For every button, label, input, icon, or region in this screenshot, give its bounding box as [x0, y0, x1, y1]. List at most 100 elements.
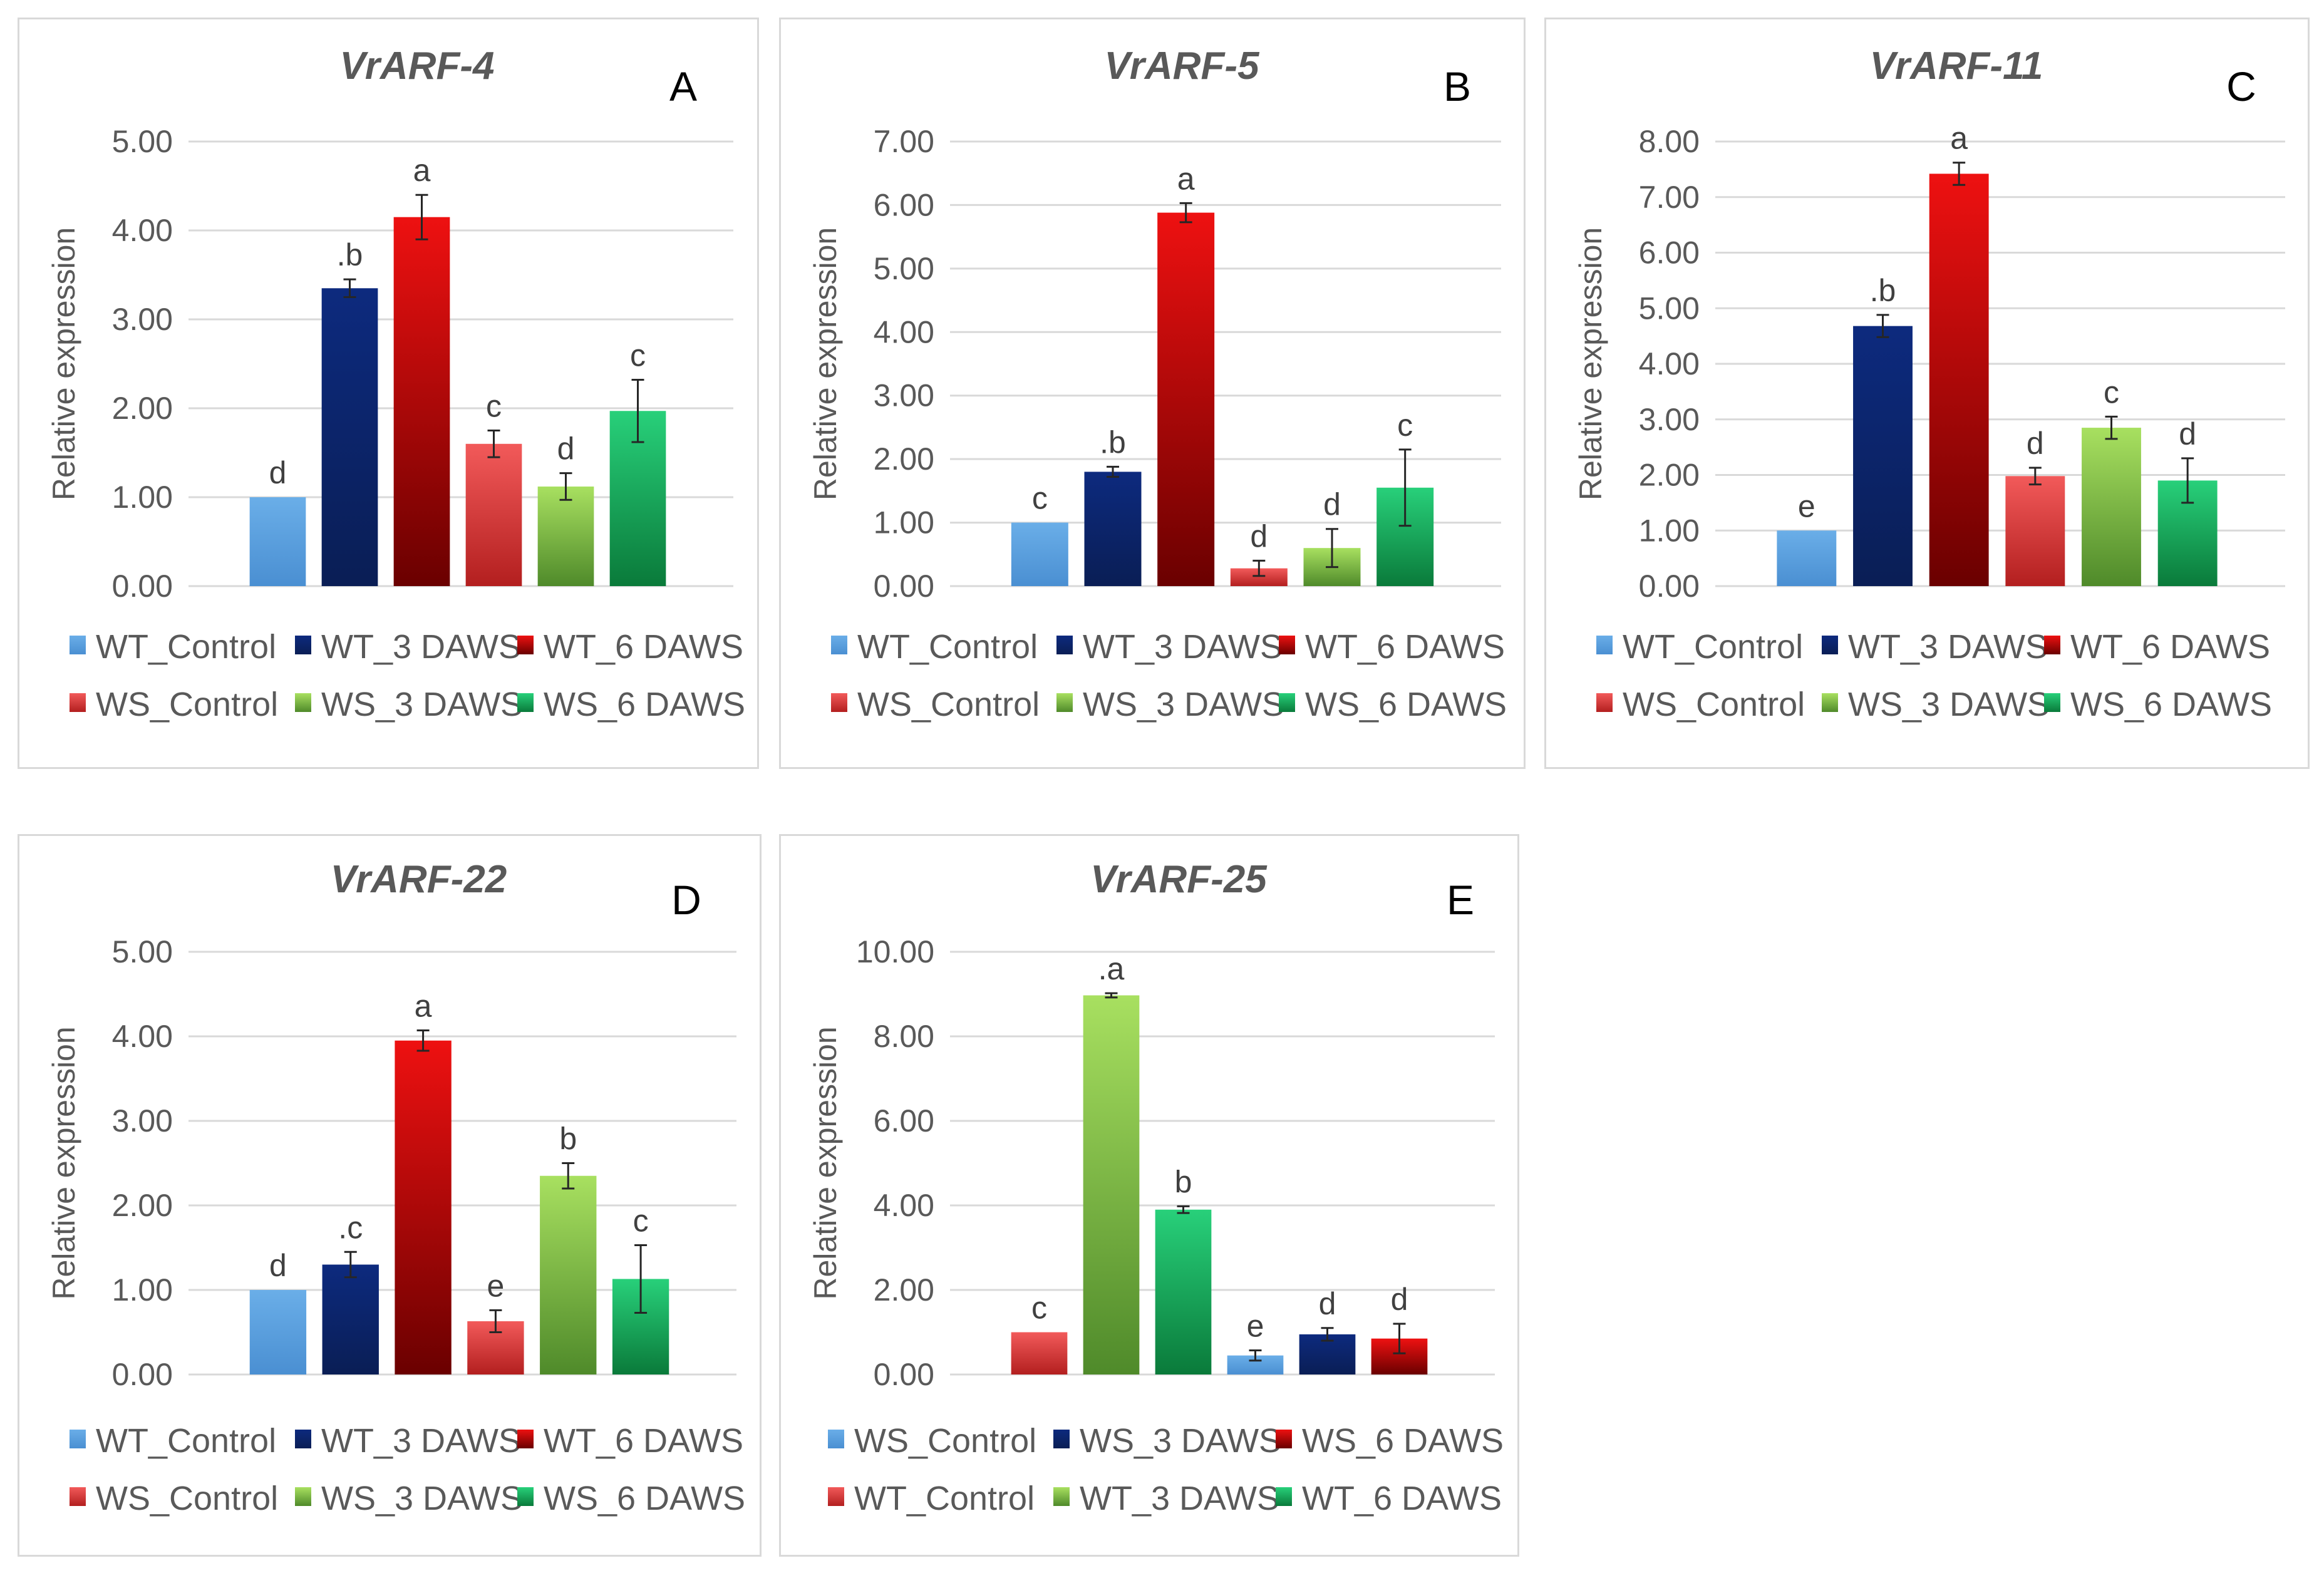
y-tick-label: 7.00	[1639, 180, 1700, 215]
y-tick-label: 6.00	[874, 1103, 934, 1138]
y-tick-label: 0.00	[112, 569, 173, 604]
legend-label: WT_3 DAWS	[321, 628, 521, 666]
significance-label: c	[1031, 1291, 1047, 1326]
y-tick-label: 0.00	[874, 1357, 934, 1392]
y-tick-label: 3.00	[874, 378, 934, 413]
significance-label: d	[2179, 416, 2196, 451]
legend-swatch	[1053, 1487, 1070, 1506]
significance-label: e	[1798, 488, 1815, 523]
legend-label: WS_6 DAWS	[544, 1480, 745, 1517]
significance-label: .b	[1870, 273, 1896, 308]
significance-label: d	[1250, 518, 1268, 554]
significance-label: d	[1319, 1286, 1336, 1321]
y-axis-label: Relative expression	[1573, 227, 1608, 500]
legend-swatch	[517, 1430, 534, 1448]
legend-label: WS_3 DAWS	[1848, 686, 2050, 723]
significance-label: .a	[1098, 951, 1125, 986]
legend-label: WT_Control	[1623, 628, 1803, 666]
significance-label: c	[633, 1203, 649, 1238]
legend-swatch	[295, 693, 311, 712]
bar	[1853, 326, 1913, 586]
bar	[1011, 522, 1068, 586]
y-tick-label: 4.00	[1639, 346, 1700, 381]
chart-svg: VrARF-25 E Relative expression 0.00 2.00 4.00…	[808, 858, 1504, 1517]
legend-label: WS_6 DAWS	[1305, 686, 1507, 723]
legend-swatch	[1053, 1430, 1070, 1448]
legend-label: WT_Control	[96, 1422, 276, 1460]
legend-label: WS_Control	[857, 686, 1040, 723]
bar	[1929, 173, 1989, 587]
legend-label: WS_3 DAWS	[1080, 1422, 1281, 1460]
significance-label: c	[2104, 374, 2119, 410]
legend-label: WS_6 DAWS	[544, 686, 745, 723]
significance-label: d	[557, 431, 575, 467]
legend-label: WS_Control	[96, 686, 278, 723]
significance-label: .c	[338, 1210, 363, 1245]
y-tick-label: 5.00	[112, 124, 173, 159]
y-tick-label: 1.00	[1639, 513, 1700, 548]
legend-swatch	[70, 636, 86, 654]
legend-label: WT_Control	[854, 1480, 1035, 1517]
panel-a: VrARF-4 A Relative expression 0.00 1.00 2.00 3…	[18, 18, 759, 769]
y-tick-label: 2.00	[112, 1188, 173, 1223]
y-tick-label: 1.00	[112, 1272, 173, 1307]
legend-swatch	[1056, 693, 1073, 712]
legend-label: WT_6 DAWS	[544, 1422, 743, 1460]
legend-label: WT_6 DAWS	[1305, 628, 1505, 666]
legend-swatch	[828, 1430, 844, 1448]
legend-swatch	[517, 636, 534, 654]
legend-swatch	[2044, 693, 2060, 712]
significance-label: a	[1177, 161, 1195, 196]
legend-swatch	[2044, 636, 2060, 654]
legend-label: WT_3 DAWS	[1848, 628, 2048, 666]
chart-title: VrARF-25	[1090, 858, 1268, 901]
significance-label: c	[486, 389, 502, 424]
panel-c: VrARF-11 C Relative expression 0.00 1.00 2.00…	[1544, 18, 2310, 769]
bar	[322, 1264, 379, 1374]
y-tick-label: 10.00	[856, 934, 934, 969]
legend-label: WS_Control	[96, 1480, 278, 1517]
panel-letter: A	[669, 63, 697, 110]
significance-label: b	[559, 1122, 577, 1157]
legend-label: WS_3 DAWS	[321, 1480, 523, 1517]
legend-swatch	[70, 693, 86, 712]
y-tick-label: 3.00	[112, 1103, 173, 1138]
bar	[249, 497, 306, 586]
bar	[1157, 212, 1215, 587]
panel-e: VrARF-25 E Relative expression 0.00 2.00 4.00…	[779, 834, 1519, 1557]
y-tick-label: 2.00	[112, 391, 173, 426]
bar	[1155, 1209, 1212, 1374]
legend-label: WS_Control	[1623, 686, 1805, 723]
significance-label: .b	[1100, 425, 1126, 460]
legend-swatch	[1276, 1487, 1292, 1506]
y-tick-label: 4.00	[112, 1019, 173, 1054]
legend-label: WS_3 DAWS	[321, 686, 523, 723]
legend-swatch	[1596, 693, 1613, 712]
legend-swatch	[70, 1487, 86, 1506]
y-axis-label: Relative expression	[808, 1026, 843, 1299]
y-tick-label: 0.00	[1639, 569, 1700, 604]
bar	[2005, 476, 2065, 586]
y-tick-label: 1.00	[112, 480, 173, 515]
legend-swatch	[295, 1430, 311, 1448]
y-tick-label: 5.00	[874, 251, 934, 286]
chart-title: VrARF-4	[340, 44, 495, 88]
legend-swatch	[828, 1487, 844, 1506]
chart-title: VrARF-11	[1870, 44, 2043, 88]
significance-label: b	[1175, 1164, 1192, 1199]
bar	[2082, 428, 2141, 586]
bar	[393, 217, 450, 586]
panel-b: VrARF-5 B Relative expression 0.00 1.00 2.00 3…	[779, 18, 1526, 769]
legend-swatch	[1279, 693, 1295, 712]
legend-swatch	[1276, 1430, 1292, 1448]
legend-swatch	[517, 1487, 534, 1506]
legend-label: WS_6 DAWS	[2070, 686, 2272, 723]
chart-title: VrARF-22	[331, 858, 507, 901]
legend-label: WT_6 DAWS	[1302, 1480, 1502, 1517]
legend-swatch	[1822, 636, 1838, 654]
y-tick-label: 2.00	[874, 441, 934, 477]
bar	[537, 486, 594, 586]
bar	[249, 1290, 307, 1374]
panel-letter: C	[2226, 63, 2256, 110]
legend-swatch	[1596, 636, 1613, 654]
